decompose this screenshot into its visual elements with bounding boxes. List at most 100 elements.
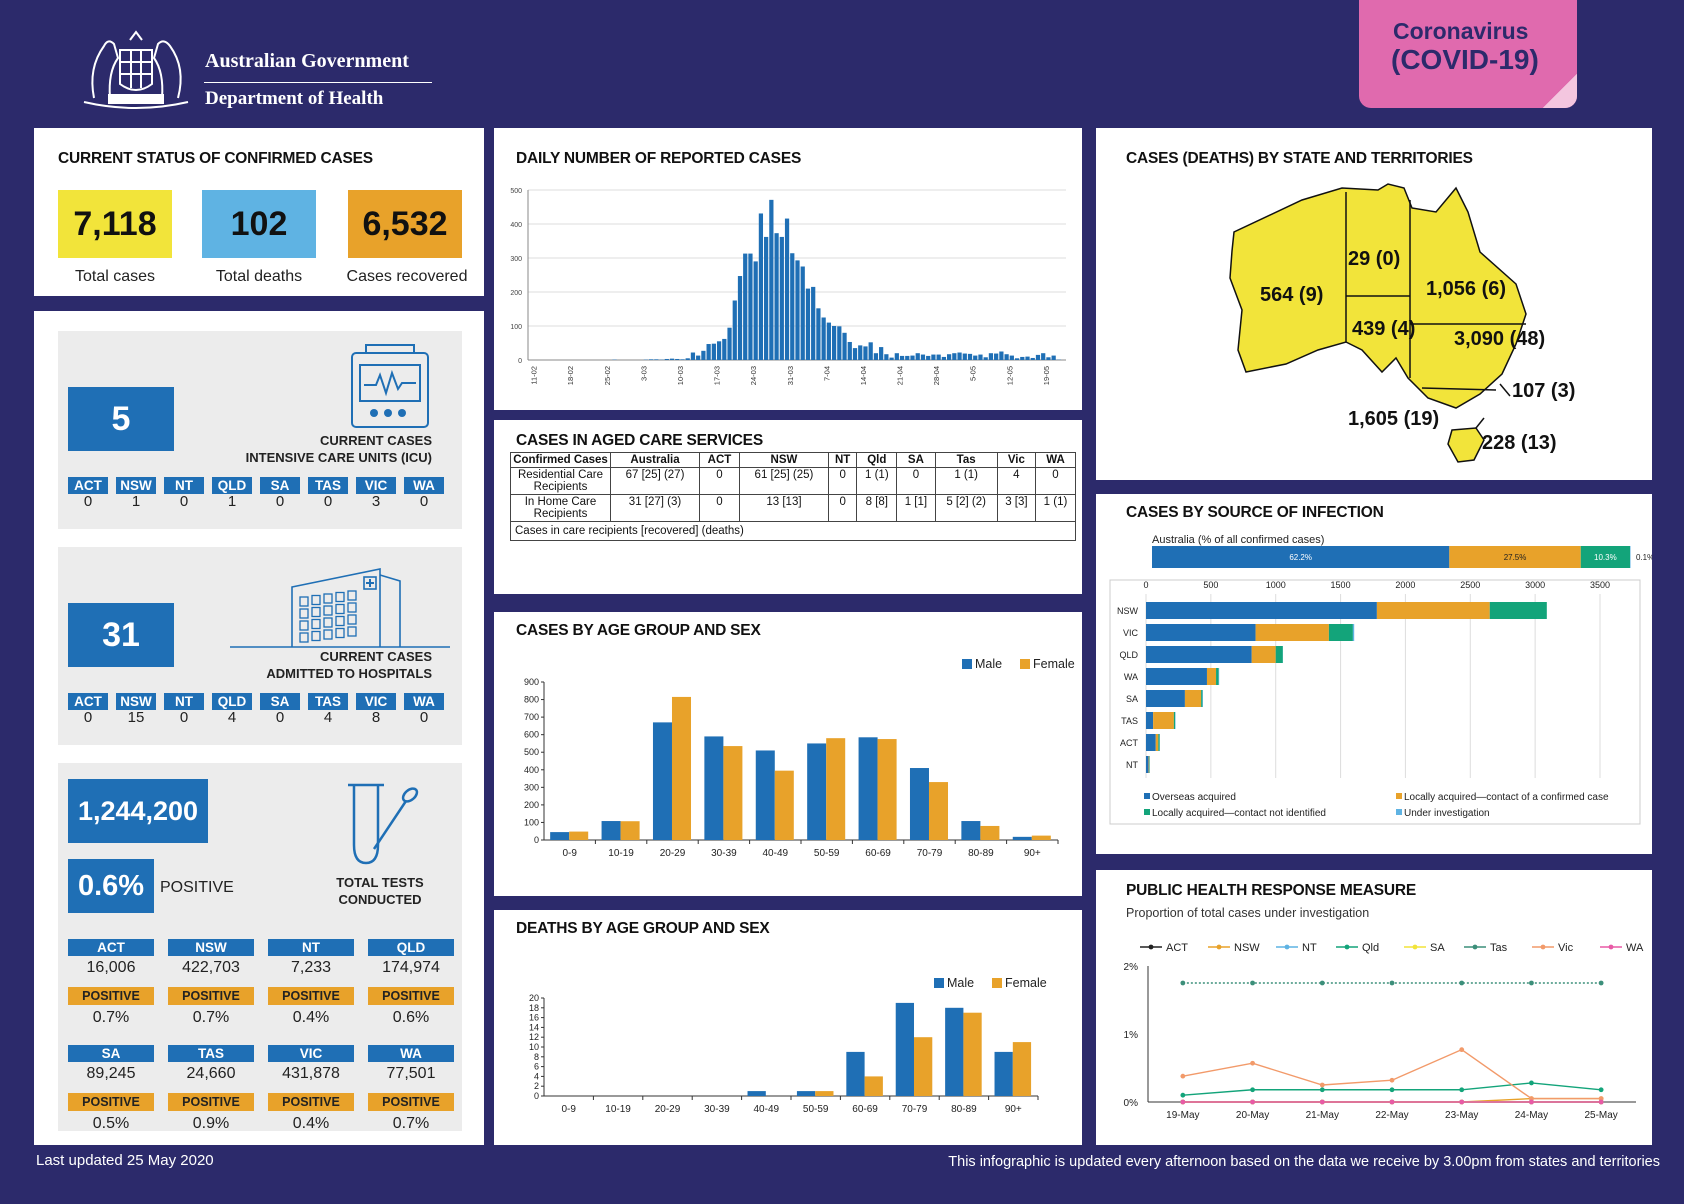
window-mark — [323, 629, 333, 640]
daily-bar — [795, 260, 800, 360]
tests-count-sa: 89,245 — [86, 1065, 136, 1082]
bar-female — [1031, 835, 1051, 840]
map-title: CASES (DEATHS) BY STATE AND TERRITORIES — [1126, 150, 1473, 167]
x-tick-label: 11-02 — [530, 366, 539, 385]
state-bar-segment — [1255, 624, 1329, 641]
covid-badge: Coronavirus (COVID-19) — [1359, 0, 1577, 108]
daily-bar — [1051, 355, 1056, 360]
point-vic — [1250, 1060, 1255, 1066]
point-qld — [1389, 1087, 1395, 1093]
daily-bar — [821, 317, 826, 360]
tests-count-tas: 24,660 — [186, 1065, 236, 1082]
total-cases-value: 7,118 — [73, 204, 157, 243]
aged-header-row: Confirmed Cases Australia ACT NSW NT Qld SA Tas… — [510, 452, 1077, 468]
total-deaths-value: 102 — [230, 204, 288, 243]
daily-bar — [758, 213, 764, 360]
y-tick-label: 16 — [529, 1013, 539, 1023]
state-value-qld: 4 — [227, 709, 237, 726]
legend-label: SA — [1430, 942, 1445, 954]
window-mark — [323, 605, 333, 616]
window-mark — [347, 626, 357, 637]
daily-bar — [957, 352, 962, 360]
recovered-value: 6,532 — [362, 204, 448, 243]
positive-tag-sa: POSITIVE — [68, 1093, 154, 1111]
x-tick-label: 28-04 — [932, 366, 941, 385]
legend-marker — [1148, 944, 1154, 950]
daily-bar — [946, 354, 952, 360]
bar-female — [864, 1076, 883, 1096]
aged-note-row: Cases in care recipients [recovered] (de… — [510, 521, 1076, 541]
point-qld — [1250, 1087, 1255, 1093]
x-tick-label: 17-03 — [713, 366, 722, 385]
daily-bar — [884, 354, 889, 360]
daily-bar — [784, 218, 790, 360]
bar-female — [877, 739, 897, 840]
state-value-vic: 3 — [371, 493, 381, 510]
daily-bar — [727, 327, 732, 360]
x-tick-label: 90+ — [1024, 848, 1041, 859]
window-mark — [347, 614, 357, 625]
tests-value: 1,244,200 — [77, 795, 199, 826]
y-tick-label: 0 — [518, 358, 522, 365]
window-mark — [335, 627, 345, 639]
gov-logo — [74, 28, 198, 112]
state-bar-segment — [1201, 690, 1203, 707]
x-tick-label: 20-May — [1236, 1110, 1269, 1121]
state-value-nt: 0 — [179, 493, 189, 510]
bar-male — [909, 768, 929, 840]
legend-label: Locally acquired—contact not identified — [1152, 808, 1326, 819]
tests-pct-wa: 0.7% — [392, 1115, 430, 1132]
y-tick-label: 700 — [524, 712, 539, 722]
bar-female — [914, 1037, 933, 1096]
aged-cell: 5 [2] (2) — [934, 494, 998, 522]
y-tick-label: SA — [1126, 694, 1138, 704]
bar-female — [928, 782, 949, 840]
y-tick-label: 500 — [510, 188, 522, 195]
legend-label: NSW — [1234, 942, 1260, 954]
positive-tag-vic: POSITIVE — [268, 1093, 354, 1111]
point-wa — [1389, 1099, 1395, 1105]
response-panel: PUBLIC HEALTH RESPONSE MEASURE Proportio… — [1096, 870, 1652, 1145]
bar-male — [796, 1091, 816, 1096]
daily-bar — [988, 353, 994, 360]
point-wa — [1459, 1099, 1465, 1105]
state-bar-segment — [1489, 602, 1547, 619]
daily-bar — [983, 357, 988, 360]
x-tick-label: 60-69 — [852, 1104, 878, 1115]
age-deaths-panel: DEATHS BY AGE GROUP AND SEX 0 2 4 6 8 10 12 14 1… — [494, 910, 1082, 1145]
x-tick-label: 3500 — [1590, 580, 1610, 590]
y-tick-label: NSW — [1117, 606, 1139, 616]
state-bar-segment — [1376, 602, 1490, 619]
age-cases-title: CASES BY AGE GROUP AND SEX — [516, 622, 761, 639]
x-tick-label: 50-59 — [814, 848, 840, 859]
state-value-act: 0 — [83, 493, 93, 510]
total-deaths-box: 102 — [202, 190, 316, 258]
bar-female — [1012, 1042, 1032, 1096]
aged-cell: 0 — [827, 467, 858, 495]
hospital-icon — [230, 568, 450, 648]
x-tick-label: 19-05 — [1042, 366, 1051, 385]
legend-label: Locally acquired—contact of a confirmed … — [1404, 792, 1609, 803]
daily-bar — [899, 355, 905, 360]
bar-female — [826, 738, 846, 840]
aged-cell: 1 [1] — [896, 494, 936, 522]
response-chart: 0% 1% 2% 19-May 20-May 21-May 22-May 23-May 24-M… — [1124, 942, 1644, 1121]
aus-segment-label: 27.5% — [1504, 553, 1527, 562]
legend-swatch — [992, 978, 1002, 988]
icu-label-1: CURRENT CASES — [320, 433, 432, 448]
point-vic — [1389, 1077, 1395, 1083]
bar-male — [807, 743, 827, 840]
daily-chart: 0 100 200 300 400 500 11-02 18-02 25-02 3-03 10-03… — [510, 188, 1066, 385]
window-mark — [311, 618, 321, 630]
bar-male — [704, 736, 724, 840]
map-label-sa: 439 (4) — [1352, 318, 1416, 340]
state-tab-sa: SA — [260, 477, 300, 494]
bar-male — [601, 821, 621, 840]
x-tick-label: 12-05 — [1005, 366, 1014, 385]
state-value-nsw: 1 — [131, 493, 141, 510]
aus-segment-label: 10.3% — [1594, 553, 1617, 562]
source-panel: CASES BY SOURCE OF INFECTION Australia (… — [1096, 494, 1652, 854]
daily-bar — [873, 353, 879, 360]
positive-label: POSITIVE — [160, 879, 234, 896]
window-mark — [299, 608, 309, 619]
